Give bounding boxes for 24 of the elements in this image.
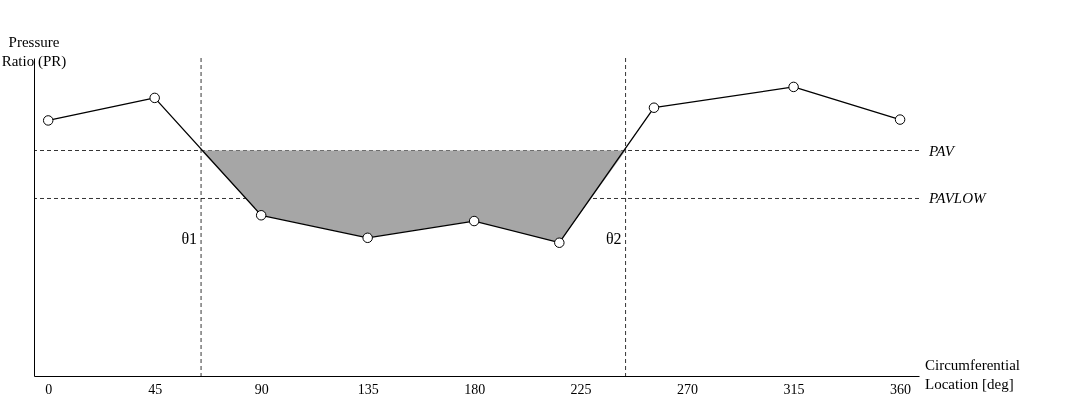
point [149,92,160,104]
x-tick-label: 270 [677,381,699,397]
point [648,102,660,113]
ref-line-label: θ2 [605,230,622,248]
point [362,232,373,244]
x-tick-label: 315 [783,381,805,397]
x-axis-title: Circumferential Location [deg] [925,357,1020,392]
y-axis-title: Pressure Ratio (PR) [1,34,67,70]
x-tick-label: 360 [890,381,912,397]
ref-line-label: θ1 [181,230,198,248]
ref-line-label: PAVLOW [928,190,987,207]
point [42,115,54,126]
x-tick-label: 180 [464,381,486,397]
x-tick-label: 90 [254,381,269,397]
point [554,237,565,248]
x-tick-label: 135 [357,381,379,397]
x-tick-label: 225 [570,381,592,397]
point [788,81,799,93]
ref-line-label: PAV [928,142,956,159]
point [468,215,480,227]
x-tick-label: 45 [148,381,163,397]
point [255,210,267,221]
x-tick-label: 0 [45,381,53,397]
point [894,114,906,125]
